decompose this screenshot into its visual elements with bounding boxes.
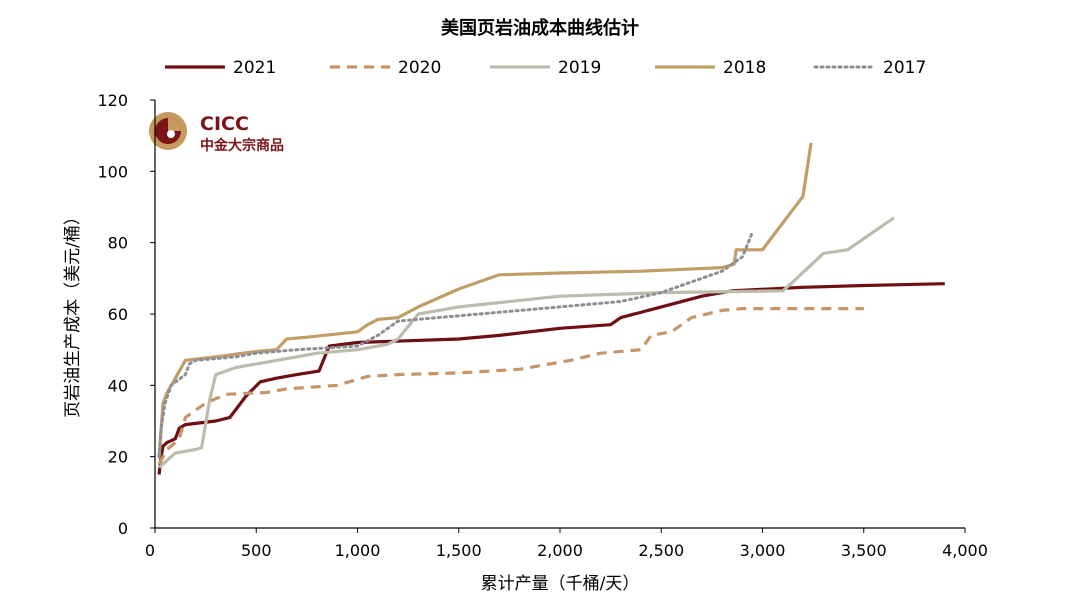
logo-name: CICC [200,113,249,135]
x-tick-label: 2,000 [537,541,583,560]
y-tick-label: 80 [108,234,128,253]
x-tick-label: 4,000 [942,541,988,560]
x-tick-label: 3,500 [841,541,887,560]
legend-label-2021: 2021 [233,58,276,78]
x-tick-label: 1,000 [335,541,381,560]
x-tick-label: 3,000 [740,541,786,560]
x-tick-label: 500 [241,541,272,560]
x-tick-label: 2,500 [638,541,684,560]
logo-mark [168,118,181,131]
axes: 0 20 40 60 80 100 120 0 500 1,000 1,500 2,000 2,500 3… [97,91,987,560]
legend-label-2018: 2018 [723,58,766,78]
x-tick-label: 1,500 [436,541,482,560]
series-line-2018 [157,142,813,457]
y-axis-label: 页岩油生产成本（美元/桶） [63,208,83,418]
series-line-2019 [158,216,896,469]
x-tick-label: 0 [145,541,155,560]
series-line-2017 [157,230,754,459]
series-line-2020 [157,307,864,465]
legend-label-2017: 2017 [883,58,926,78]
x-axis-label: 累计产量（千桶/天） [481,574,640,594]
y-tick-label: 120 [97,91,128,110]
legend: 2021 2020 2019 2018 2017 [165,58,926,78]
chart-title: 美国页岩油成本曲线估计 [441,17,639,39]
y-tick-label: 40 [108,376,128,395]
y-tick-label: 60 [108,305,128,324]
y-tick-label: 20 [108,448,128,467]
cicc-logo: CICC 中金大宗商品 [149,112,284,154]
logo-subtitle: 中金大宗商品 [200,137,284,154]
logo-center-dot [167,130,175,138]
legend-label-2020: 2020 [398,58,441,78]
legend-label-2019: 2019 [558,58,601,78]
series-layer [157,142,945,475]
y-tick-label: 100 [97,162,128,181]
y-tick-label: 0 [118,519,128,538]
series-line-2021 [157,282,945,475]
